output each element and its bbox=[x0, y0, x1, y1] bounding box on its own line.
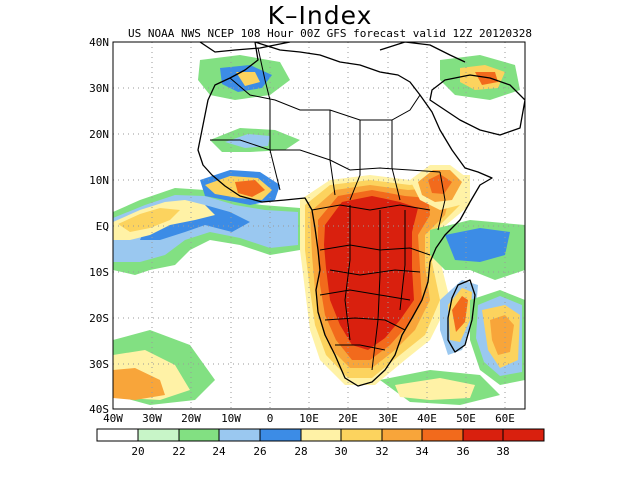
colorbar: 20 22 24 26 28 30 32 34 36 38 bbox=[96, 428, 545, 458]
kindex-contour-mideast-36 bbox=[475, 72, 498, 85]
kindex-contour-westafrica-36 bbox=[235, 180, 265, 197]
colorbar-dividers bbox=[137, 429, 504, 441]
kindex-contour-sahel-28 bbox=[225, 134, 270, 148]
map-title: K–Index bbox=[267, 1, 373, 30]
colorbar-label-28: 28 bbox=[294, 445, 307, 458]
lat-label-40n: 40N bbox=[89, 36, 109, 49]
graticule bbox=[113, 42, 525, 409]
lat-label-40s: 40S bbox=[89, 403, 109, 416]
lon-label-30e: 30E bbox=[378, 412, 398, 425]
colorbar-swatch-20-22 bbox=[138, 429, 179, 441]
kindex-contour-south-indian-30 bbox=[395, 378, 475, 400]
colorbar-label-36: 36 bbox=[456, 445, 469, 458]
lat-label-30n: 30N bbox=[89, 82, 109, 95]
lon-label-40e: 40E bbox=[417, 412, 437, 425]
lat-label-20n: 20N bbox=[89, 128, 109, 141]
madagascar-coastline bbox=[447, 279, 476, 353]
lon-label-50e: 50E bbox=[456, 412, 476, 425]
colorbar-label-34: 34 bbox=[415, 445, 429, 458]
colorbar-frame bbox=[96, 428, 545, 442]
lon-label-0: 0 bbox=[267, 412, 274, 425]
colorbar-swatch-28-30 bbox=[301, 429, 341, 441]
kindex-contour-north-32 bbox=[236, 72, 260, 86]
lat-label-10s: 10S bbox=[89, 266, 109, 279]
arabia-coastline bbox=[429, 74, 525, 136]
country-borders bbox=[210, 47, 446, 371]
lon-label-10w: 10W bbox=[221, 412, 241, 425]
colorbar-swatch-30-32 bbox=[341, 429, 382, 441]
lon-label-10e: 10E bbox=[299, 412, 319, 425]
colorbar-swatch-32-34 bbox=[382, 429, 422, 441]
lon-label-60e: 60E bbox=[495, 412, 515, 425]
colorbar-label-30: 30 bbox=[334, 445, 347, 458]
lon-label-30w: 30W bbox=[142, 412, 162, 425]
mediterranean-north-coast bbox=[199, 42, 291, 53]
colorbar-swatch-26-28 bbox=[260, 429, 301, 441]
colorbar-swatch-below-20 bbox=[97, 429, 138, 441]
colorbar-swatch-22-24 bbox=[179, 429, 219, 441]
colorbar-label-20: 20 bbox=[131, 445, 144, 458]
k-index-field bbox=[113, 55, 525, 405]
lat-label-20s: 20S bbox=[89, 312, 109, 325]
colorbar-swatch-34-36 bbox=[422, 429, 463, 441]
kindex-contour-indian-36 bbox=[490, 315, 514, 355]
colorbar-label-38: 38 bbox=[496, 445, 509, 458]
lon-label-20e: 20E bbox=[338, 412, 358, 425]
latitude-labels: 40N 30N 20N 10N EQ 10S 20S 30S 40S bbox=[89, 36, 109, 416]
lat-label-30s: 30S bbox=[89, 358, 109, 371]
colorbar-label-26: 26 bbox=[253, 445, 266, 458]
colorbar-label-24: 24 bbox=[212, 445, 226, 458]
colorbar-label-22: 22 bbox=[172, 445, 185, 458]
longitude-labels: 40W 30W 20W 10W 0 10E 20E 30E 40E 50E 60… bbox=[103, 412, 515, 425]
colorbar-label-32: 32 bbox=[375, 445, 388, 458]
map-frame bbox=[112, 41, 526, 410]
map-subtitle: US NOAA NWS NCEP 108 Hour 00Z GFS foreca… bbox=[128, 27, 532, 40]
kindex-contour-indian-band-28 bbox=[445, 228, 510, 262]
lat-label-10n: 10N bbox=[89, 174, 109, 187]
colorbar-swatch-24-26 bbox=[219, 429, 260, 441]
lon-label-20w: 20W bbox=[181, 412, 201, 425]
mediterranean-east-coast bbox=[379, 42, 466, 63]
kindex-contour-east-38 bbox=[428, 174, 452, 194]
kindex-contour-madagascar-36 bbox=[452, 296, 468, 332]
lon-label-40w: 40W bbox=[103, 412, 123, 425]
lat-label-eq: EQ bbox=[96, 220, 109, 233]
